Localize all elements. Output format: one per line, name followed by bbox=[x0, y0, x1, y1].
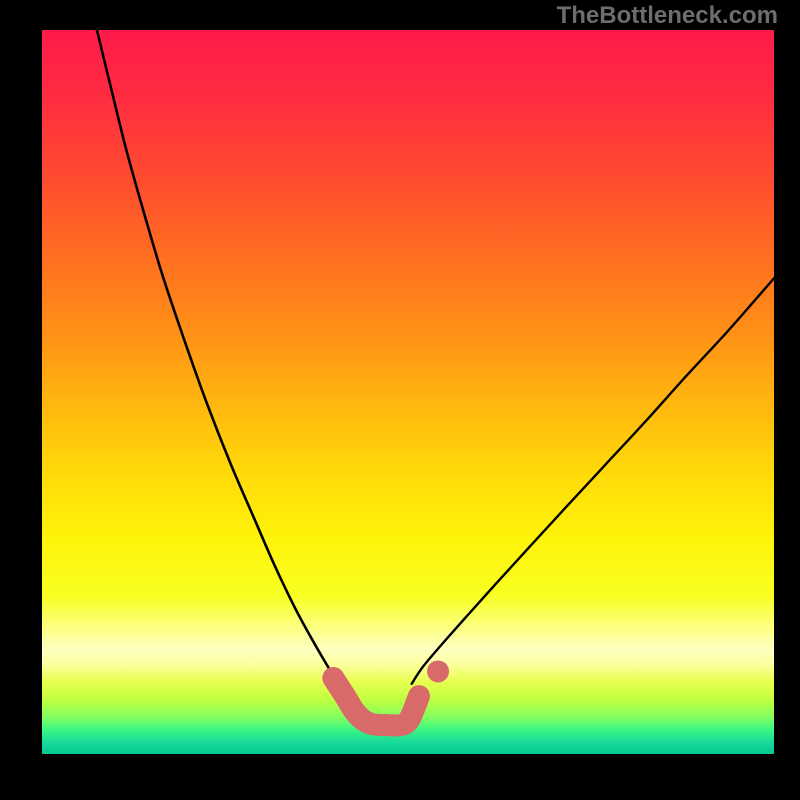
watermark-text: TheBottleneck.com bbox=[557, 2, 778, 30]
chart-frame: TheBottleneck.com bbox=[0, 0, 800, 800]
bottleneck-chart bbox=[0, 0, 800, 800]
marker-dot bbox=[427, 660, 449, 682]
plot-gradient-background bbox=[42, 30, 774, 754]
